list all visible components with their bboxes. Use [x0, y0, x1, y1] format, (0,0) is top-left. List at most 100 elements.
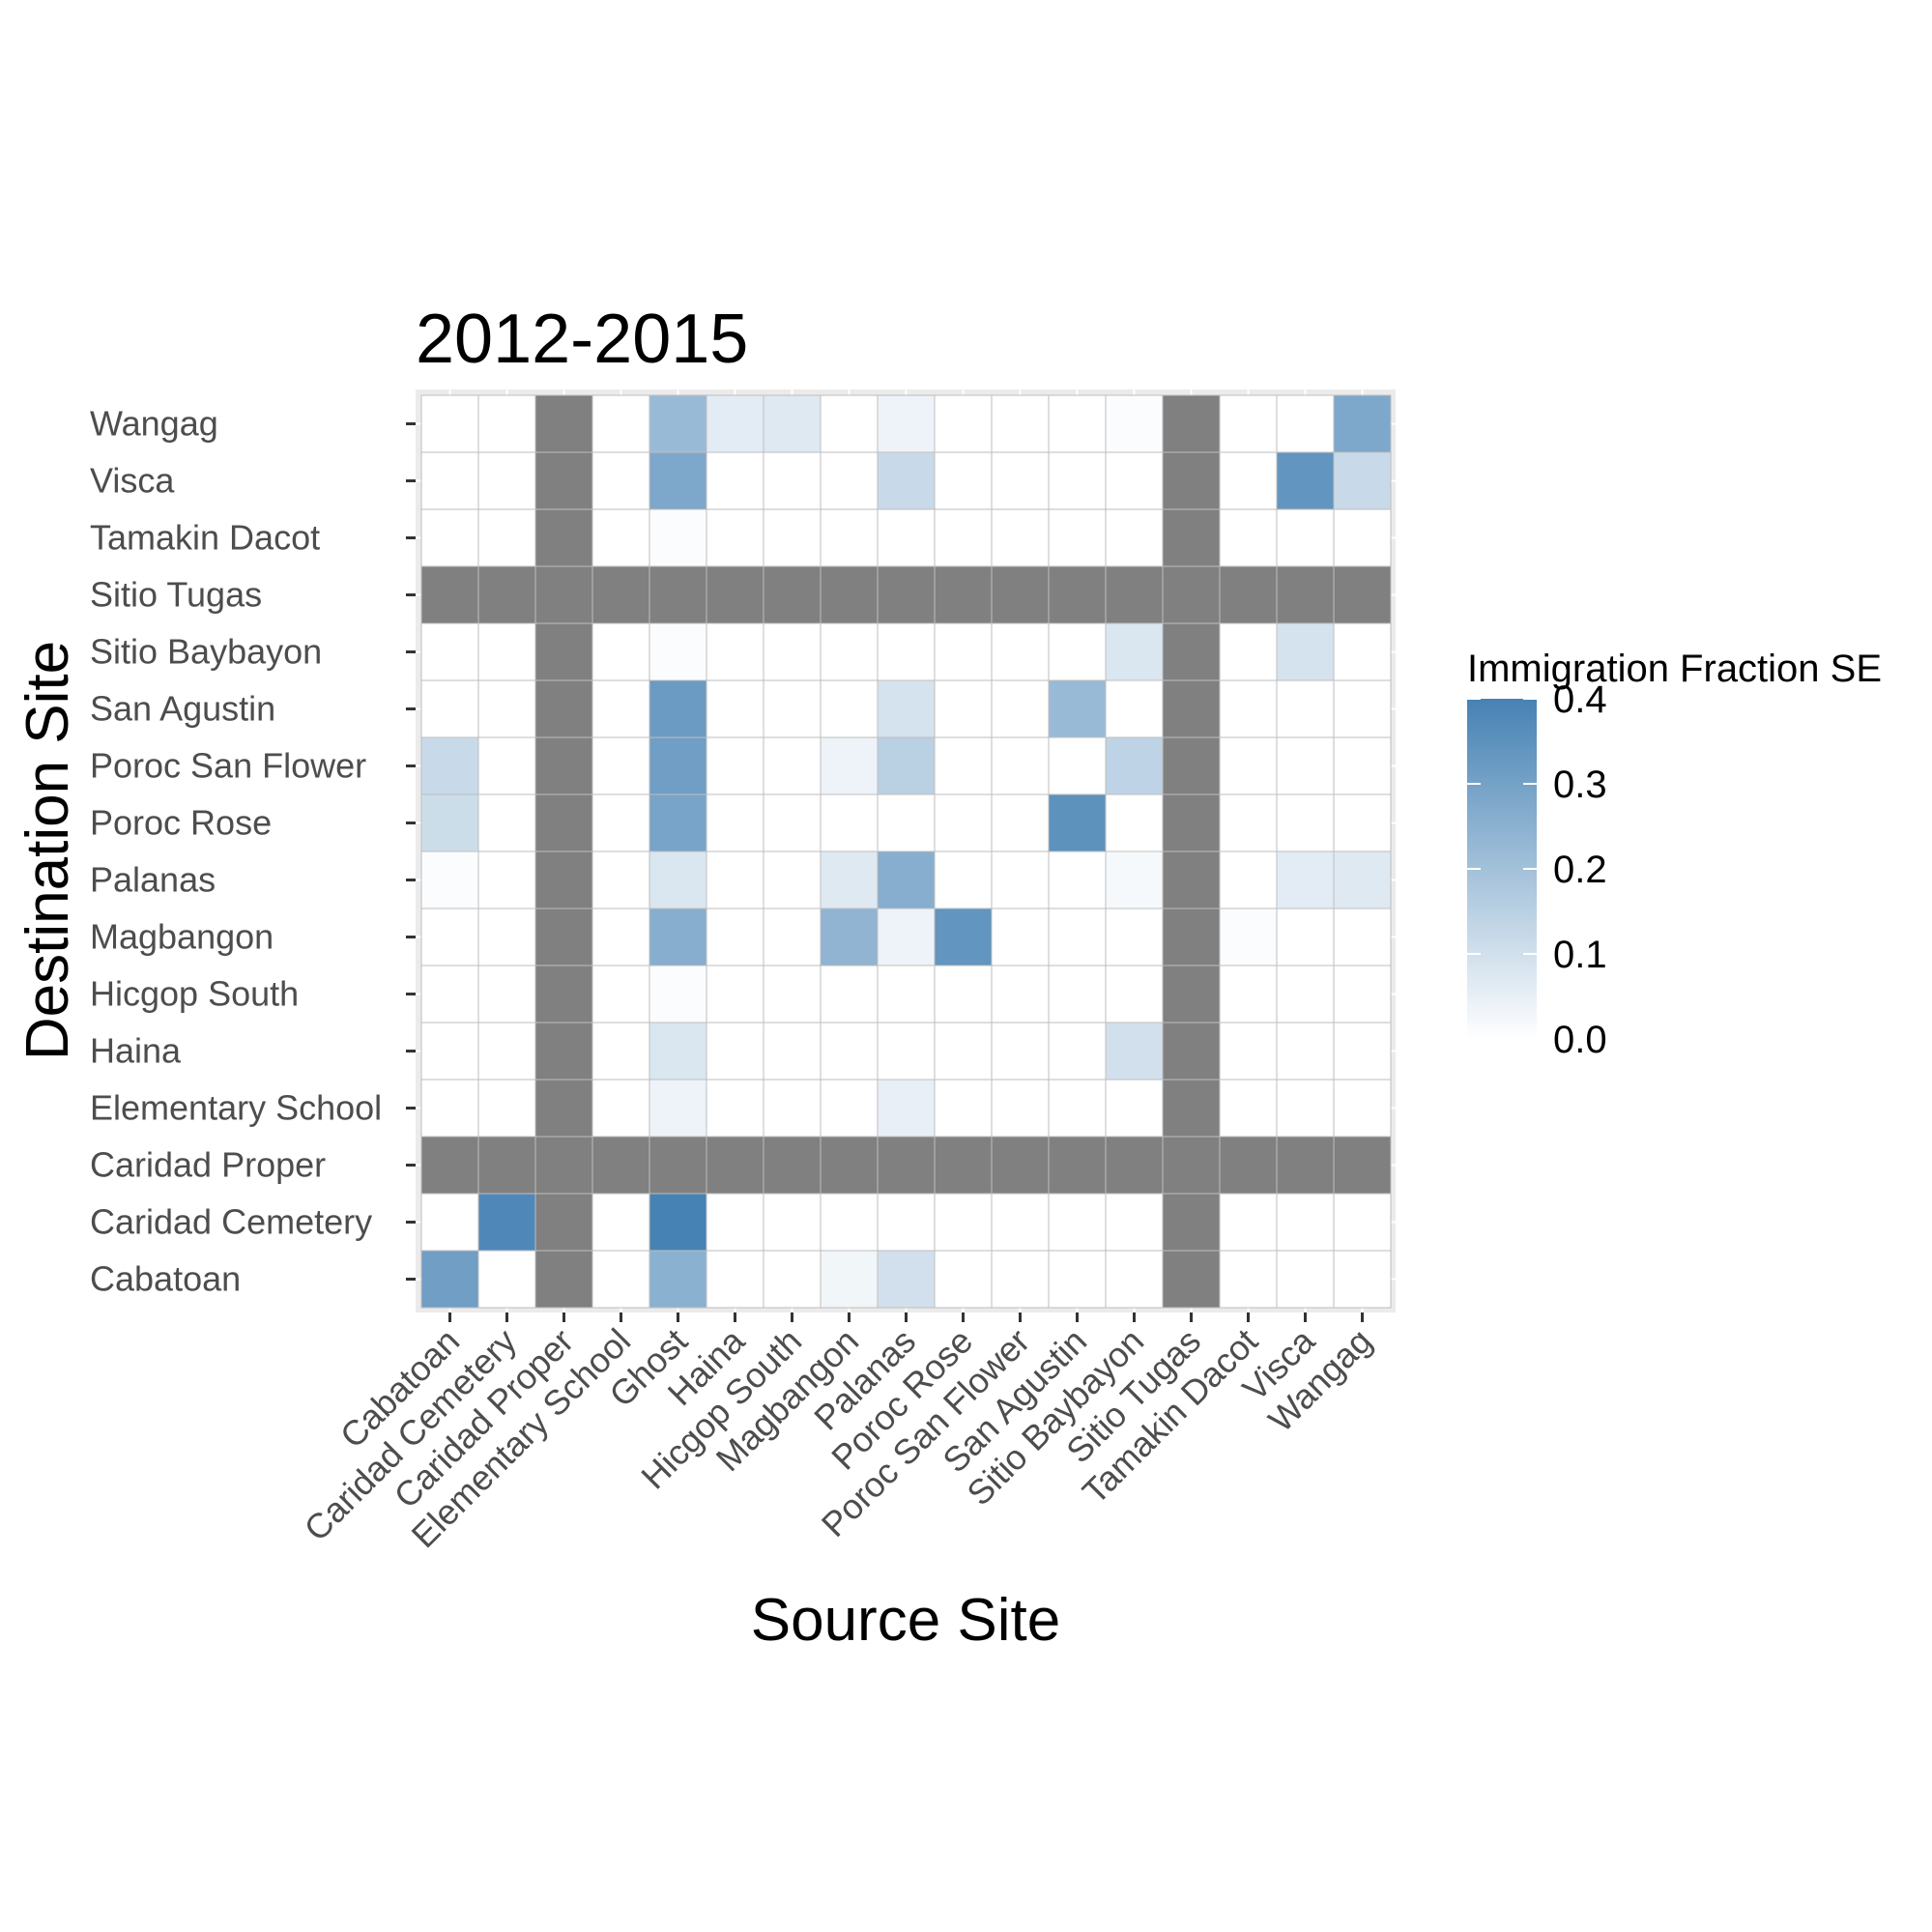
heatmap-cell-magbangon-tamakin-dacot [1219, 908, 1278, 966]
heatmap-cell-palanas-poroc-rose [934, 851, 993, 909]
heatmap-cell-wangag-hicgop-south [763, 394, 822, 453]
heatmap-cell-caridad-proper-tamakin-dacot [1219, 1136, 1278, 1195]
heatmap-cell-haina-elementary-school [591, 1022, 650, 1081]
y-tick-label-poroc-rose: Poroc Rose [90, 803, 272, 843]
heatmap-cell-magbangon-ghost [649, 908, 707, 966]
heatmap-cell-wangag-sitio-tugas [1162, 394, 1221, 453]
heatmap-cell-caridad-proper-san-agustin [1048, 1136, 1107, 1195]
heatmap-cell-palanas-elementary-school [591, 851, 650, 909]
heatmap-cell-caridad-proper-sitio-baybayon [1105, 1136, 1164, 1195]
heatmap-cell-poroc-rose-caridad-proper [534, 793, 593, 852]
heatmap-cell-tamakin-dacot-haina [706, 508, 764, 567]
legend-ticks: 0.4 0.3 0.2 0.1 0.0 [1467, 678, 1607, 1061]
heatmap-cell-caridad-proper-cabatoan [420, 1136, 479, 1195]
heatmap-cell-caridad-cemetery-poroc-san-flower [991, 1193, 1050, 1252]
legend-tick-label: 0.3 [1553, 764, 1607, 806]
heatmap-cell-visca-elementary-school [591, 451, 650, 510]
heatmap-cell-palanas-tamakin-dacot [1219, 851, 1278, 909]
y-tick-label-caridad-proper: Caridad Proper [90, 1145, 326, 1185]
heatmap-cell-tamakin-dacot-hicgop-south [763, 508, 822, 567]
heatmap-cell-elementary-school-cabatoan [420, 1079, 479, 1138]
heatmap-cell-sitio-tugas-sitio-tugas [1162, 565, 1221, 624]
heatmap-cell-tamakin-dacot-tamakin-dacot [1219, 508, 1278, 567]
heatmap-cell-san-agustin-sitio-baybayon [1105, 679, 1164, 738]
heatmap-cell-poroc-rose-magbangon [820, 793, 879, 852]
heatmap-cell-sitio-baybayon-caridad-cemetery [477, 622, 536, 681]
heatmap-cell-hicgop-south-wangag [1333, 965, 1392, 1024]
heatmap-cell-haina-hicgop-south [763, 1022, 822, 1081]
heatmap-cell-san-agustin-caridad-proper [534, 679, 593, 738]
heatmap-cell-cabatoan-poroc-rose [934, 1250, 993, 1309]
heatmap-cell-poroc-san-flower-sitio-baybayon [1105, 736, 1164, 795]
heatmap-cell-poroc-rose-visca [1276, 793, 1335, 852]
heatmap-cell-caridad-proper-hicgop-south [763, 1136, 822, 1195]
heatmap-cell-elementary-school-poroc-san-flower [991, 1079, 1050, 1138]
heatmap-cell-elementary-school-sitio-baybayon [1105, 1079, 1164, 1138]
heatmap-cell-sitio-tugas-wangag [1333, 565, 1392, 624]
heatmap-cell-caridad-cemetery-wangag [1333, 1193, 1392, 1252]
y-axis: Wangag Visca Tamakin Dacot Sitio Tugas Sitio… [90, 404, 416, 1299]
y-tick-label-tamakin-dacot: Tamakin Dacot [90, 518, 320, 558]
heatmap-cell-san-agustin-visca [1276, 679, 1335, 738]
heatmap-cell-tamakin-dacot-ghost [649, 508, 707, 567]
y-tick-label-san-agustin: San Agustin [90, 689, 275, 729]
heatmap-cell-haina-visca [1276, 1022, 1335, 1081]
heatmap-cell-elementary-school-ghost [649, 1079, 707, 1138]
heatmap-cell-tamakin-dacot-elementary-school [591, 508, 650, 567]
heatmap-cell-cabatoan-poroc-san-flower [991, 1250, 1050, 1309]
heatmap-cell-palanas-ghost [649, 851, 707, 909]
heatmap-cell-poroc-san-flower-poroc-san-flower [991, 736, 1050, 795]
heatmap-cell-sitio-baybayon-wangag [1333, 622, 1392, 681]
heatmap-cell-caridad-proper-wangag [1333, 1136, 1392, 1195]
heatmap-cell-elementary-school-san-agustin [1048, 1079, 1107, 1138]
heatmap-cell-hicgop-south-hicgop-south [763, 965, 822, 1024]
heatmap-cell-visca-palanas [877, 451, 936, 510]
heatmap-cell-haina-palanas [877, 1022, 936, 1081]
heatmap-cell-visca-sitio-baybayon [1105, 451, 1164, 510]
heatmap-cell-elementary-school-caridad-proper [534, 1079, 593, 1138]
heatmap-cell-magbangon-palanas [877, 908, 936, 966]
heatmap-cell-sitio-tugas-sitio-baybayon [1105, 565, 1164, 624]
heatmap-cell-palanas-hicgop-south [763, 851, 822, 909]
heatmap-cell-wangag-sitio-baybayon [1105, 394, 1164, 453]
heatmap-cell-cabatoan-caridad-cemetery [477, 1250, 536, 1309]
legend-title: Immigration Fraction SE [1467, 648, 1882, 690]
heatmap-cell-palanas-palanas [877, 851, 936, 909]
heatmap-cell-poroc-san-flower-sitio-tugas [1162, 736, 1221, 795]
heatmap-cell-wangag-poroc-rose [934, 394, 993, 453]
heatmap-cell-poroc-rose-san-agustin [1048, 793, 1107, 852]
heatmap-cell-caridad-cemetery-caridad-cemetery [477, 1193, 536, 1252]
heatmap-cell-wangag-san-agustin [1048, 394, 1107, 453]
heatmap-cell-caridad-proper-magbangon [820, 1136, 879, 1195]
heatmap-cell-cabatoan-tamakin-dacot [1219, 1250, 1278, 1309]
heatmap-cell-cabatoan-hicgop-south [763, 1250, 822, 1309]
chart-title: 2012-2015 [416, 301, 748, 378]
heatmap-tiles [416, 389, 1396, 1312]
heatmap-cell-wangag-wangag [1333, 394, 1392, 453]
heatmap-cell-palanas-caridad-proper [534, 851, 593, 909]
heatmap-cell-caridad-cemetery-elementary-school [591, 1193, 650, 1252]
heatmap-cell-san-agustin-cabatoan [420, 679, 479, 738]
y-tick-label-palanas: Palanas [90, 860, 216, 900]
heatmap-cell-caridad-cemetery-san-agustin [1048, 1193, 1107, 1252]
heatmap-cell-caridad-cemetery-cabatoan [420, 1193, 479, 1252]
heatmap-cell-tamakin-dacot-caridad-cemetery [477, 508, 536, 567]
heatmap-cell-caridad-proper-palanas [877, 1136, 936, 1195]
heatmap-cell-hicgop-south-poroc-san-flower [991, 965, 1050, 1024]
heatmap-cell-sitio-tugas-tamakin-dacot [1219, 565, 1278, 624]
heatmap-cell-tamakin-dacot-sitio-tugas [1162, 508, 1221, 567]
heatmap-cell-san-agustin-sitio-tugas [1162, 679, 1221, 738]
heatmap-cell-hicgop-south-visca [1276, 965, 1335, 1024]
heatmap-cell-magbangon-sitio-baybayon [1105, 908, 1164, 966]
legend-tick-label: 0.1 [1553, 934, 1607, 976]
heatmap-cell-poroc-rose-sitio-baybayon [1105, 793, 1164, 852]
heatmap-cell-hicgop-south-magbangon [820, 965, 879, 1024]
heatmap-cell-sitio-tugas-poroc-san-flower [991, 565, 1050, 624]
heatmap-cell-elementary-school-sitio-tugas [1162, 1079, 1221, 1138]
heatmap-cell-sitio-tugas-palanas [877, 565, 936, 624]
heatmap-cell-caridad-cemetery-sitio-tugas [1162, 1193, 1221, 1252]
heatmap-cell-palanas-sitio-tugas [1162, 851, 1221, 909]
heatmap-cell-magbangon-hicgop-south [763, 908, 822, 966]
heatmap-cell-palanas-haina [706, 851, 764, 909]
heatmap-cell-haina-caridad-cemetery [477, 1022, 536, 1081]
